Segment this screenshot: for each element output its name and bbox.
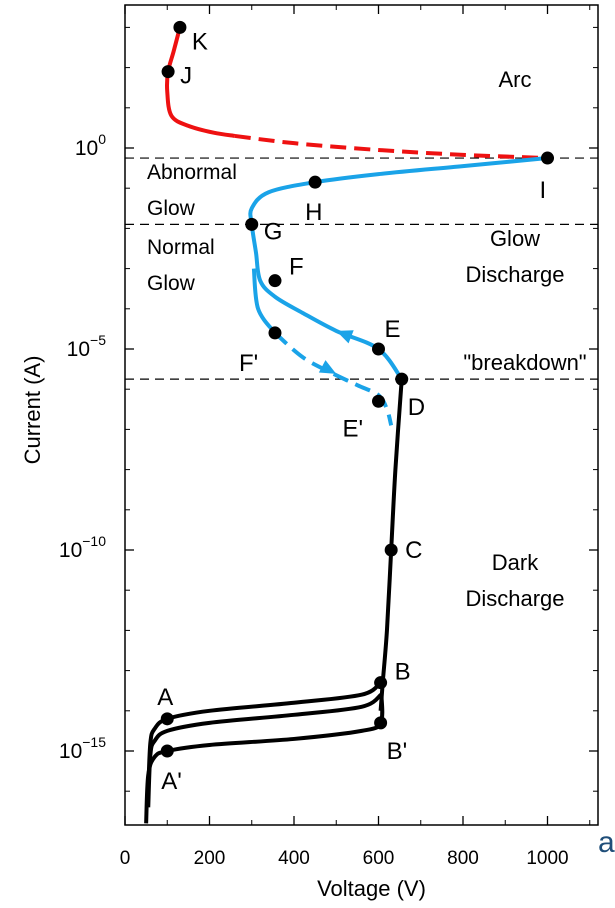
series-dark_mid	[146, 693, 383, 808]
point-A	[160, 712, 174, 726]
series-glow_lower	[273, 331, 394, 426]
region-label-abnormal: Abnormal	[147, 161, 237, 184]
point-I	[541, 151, 554, 165]
point-C	[384, 543, 398, 557]
x-tick-label: 800	[447, 848, 479, 869]
point-label: F	[289, 254, 304, 281]
x-tick-label: 600	[363, 848, 395, 869]
point-label: A	[157, 684, 173, 711]
cropped-text-fragment: ar	[598, 826, 615, 859]
point-label: E	[385, 316, 401, 343]
point-label: F'	[239, 350, 258, 377]
point-E	[372, 342, 385, 356]
point-label: C	[405, 537, 422, 564]
x-tick-label: 0	[120, 848, 131, 869]
point-label: G	[264, 218, 283, 245]
point-G	[245, 217, 259, 231]
y-axis-label: Current (A)	[20, 356, 45, 465]
series-arc_dashed	[234, 133, 548, 161]
region-label-dark: Discharge	[465, 586, 564, 611]
point-label: A'	[161, 768, 182, 795]
region-label-dark: Dark	[492, 550, 539, 575]
y-tick-label: 100	[75, 131, 106, 160]
point-B	[374, 676, 388, 690]
point-H	[308, 175, 322, 189]
region-label-breakdown: "breakdown"	[463, 350, 586, 375]
y-tick-label: 10−5	[67, 332, 107, 361]
x-tick-label: 1000	[526, 848, 568, 869]
direction-arrow	[336, 330, 354, 344]
y-tick-label: 10−15	[59, 734, 106, 763]
region-label-normal: Glow	[147, 272, 196, 295]
point-F-prime	[268, 326, 282, 340]
point-K	[173, 20, 187, 34]
point-J	[161, 65, 175, 79]
point-label: H	[305, 199, 322, 226]
point-F	[268, 274, 282, 288]
point-label: B	[395, 659, 411, 686]
point-D	[395, 372, 409, 386]
x-tick-label: 400	[278, 848, 310, 869]
y-tick-label: 10−10	[59, 533, 106, 562]
direction-arrow	[318, 360, 337, 374]
point-label: E'	[343, 415, 364, 442]
x-axis-label: Voltage (V)	[317, 876, 426, 901]
point-A-prime	[160, 744, 174, 758]
series-dark_A	[146, 680, 382, 792]
region-label-glow: Glow	[490, 226, 540, 251]
series-arc_solid	[164, 26, 236, 138]
point-label: I	[540, 177, 547, 204]
x-tick-label: 200	[194, 848, 226, 869]
point-label: D	[408, 394, 425, 421]
point-label: K	[192, 28, 208, 55]
region-label-arc: Arc	[499, 67, 532, 92]
point-B-prime	[374, 716, 388, 730]
region-label-abnormal: Glow	[147, 197, 196, 220]
region-label-glow: Discharge	[465, 262, 564, 287]
region-label-normal: Normal	[147, 236, 215, 259]
point-E-prime	[372, 394, 385, 408]
point-label: B'	[387, 738, 408, 765]
point-label: J	[180, 63, 192, 90]
plot-frame	[124, 4, 599, 826]
